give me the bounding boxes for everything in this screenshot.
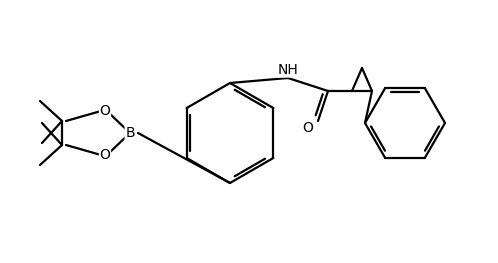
Text: O: O — [100, 148, 111, 162]
Text: NH: NH — [277, 63, 298, 77]
Text: O: O — [303, 121, 313, 135]
Text: B: B — [125, 126, 135, 140]
Text: O: O — [100, 104, 111, 118]
